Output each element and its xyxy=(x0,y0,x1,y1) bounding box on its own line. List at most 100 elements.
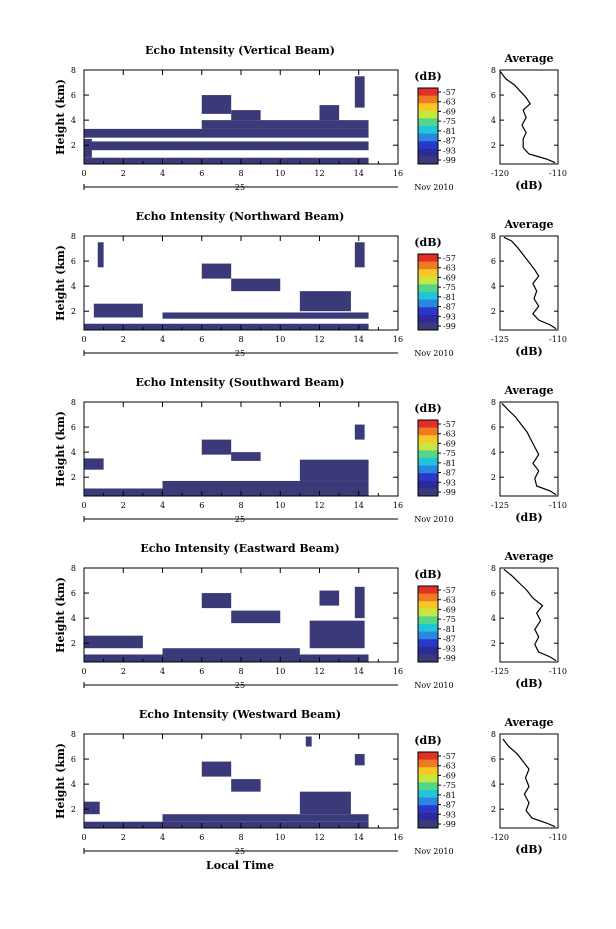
echo-cell xyxy=(299,791,351,815)
colorbar-segment xyxy=(418,276,438,285)
y-tick-label: 4 xyxy=(71,116,76,125)
x-tick-label: 12 xyxy=(314,833,324,842)
colorbar-frame xyxy=(417,585,439,663)
y-tick-label: 6 xyxy=(71,423,76,432)
colorbar-tick-label: -57 xyxy=(443,420,456,429)
avg-y-tick-label: 6 xyxy=(491,755,496,764)
average-x-label: (dB) xyxy=(515,511,542,524)
colorbar-segment xyxy=(418,156,438,165)
colorbar-segment xyxy=(418,435,438,444)
colorbar-tick-label: -63 xyxy=(443,762,456,771)
avg-y-tick-label: 4 xyxy=(491,116,496,125)
avg-y-tick-label: 6 xyxy=(491,257,496,266)
colorbar-frame xyxy=(417,419,439,497)
colorbar-segment xyxy=(418,601,438,610)
colorbar-tick-label: -69 xyxy=(443,605,456,614)
y-tick-label: 8 xyxy=(71,564,76,573)
colorbar-tick-label: -75 xyxy=(443,781,456,790)
colorbar-segment xyxy=(418,752,438,761)
avg-y-tick-label: 8 xyxy=(491,730,496,739)
avg-y-tick-label: 4 xyxy=(491,614,496,623)
echo-cell xyxy=(93,303,143,318)
average-profile-line xyxy=(503,236,557,330)
y-tick-label: 6 xyxy=(71,589,76,598)
colorbar-segment xyxy=(418,427,438,436)
colorbar-tick-label: -93 xyxy=(443,810,456,819)
x-tick-label: 4 xyxy=(160,501,165,510)
x-tick-label: 4 xyxy=(160,169,165,178)
avg-x-tick-label: -125 xyxy=(491,667,509,676)
avg-y-tick-label: 8 xyxy=(491,232,496,241)
echo-cell xyxy=(84,654,369,662)
colorbar-tick-label: -93 xyxy=(443,312,456,321)
echo-cell xyxy=(97,242,104,268)
colorbar-segment xyxy=(418,812,438,821)
average-title: Average xyxy=(503,218,553,231)
y-tick-label: 8 xyxy=(71,232,76,241)
y-tick-label: 2 xyxy=(71,473,76,482)
average-title: Average xyxy=(503,52,553,65)
colorbar-tick-label: -75 xyxy=(443,449,456,458)
colorbar-segment xyxy=(418,292,438,301)
echo-cell xyxy=(231,452,261,461)
x-tick-label: 2 xyxy=(121,169,126,178)
colorbar-segment xyxy=(418,646,438,655)
y-tick-label: 8 xyxy=(71,398,76,407)
echo-cell xyxy=(162,312,369,319)
colorbar-tick-label: -93 xyxy=(443,146,456,155)
x-tick-label: 10 xyxy=(275,169,285,178)
echo-cell xyxy=(201,120,369,129)
colorbar-segment xyxy=(418,480,438,489)
x-tick-label: 2 xyxy=(121,335,126,344)
avg-x-tick-label: -110 xyxy=(549,501,567,510)
avg-x-tick-label: -110 xyxy=(549,667,567,676)
day-label: 25 xyxy=(235,681,245,690)
panel-5: Echo Intensity (Westward Beam) 0 2 4 6 8 10 12 1… xyxy=(54,708,567,872)
y-axis-label: Height (km) xyxy=(54,411,67,487)
y-axis-label: Height (km) xyxy=(54,245,67,321)
colorbar-tick-label: -63 xyxy=(443,98,456,107)
colorbar-segment xyxy=(418,586,438,595)
echo-cell xyxy=(309,620,365,649)
colorbar-tick-label: -57 xyxy=(443,88,456,97)
x-tick-label: 8 xyxy=(238,833,243,842)
colorbar-segment xyxy=(418,624,438,633)
colorbar-segment xyxy=(418,450,438,459)
colorbar-tick-label: -63 xyxy=(443,596,456,605)
colorbar-tick-label: -69 xyxy=(443,273,456,282)
colorbar-tick-label: -69 xyxy=(443,107,456,116)
y-tick-label: 2 xyxy=(71,639,76,648)
average-profile-line xyxy=(502,738,556,828)
day-label: 25 xyxy=(235,349,245,358)
avg-y-tick-label: 2 xyxy=(491,639,496,648)
x-tick-label: 14 xyxy=(354,833,364,842)
echo-cell xyxy=(84,635,143,649)
x-tick-label: 8 xyxy=(238,501,243,510)
panel-title: Echo Intensity (Southward Beam) xyxy=(136,376,345,389)
echo-cell xyxy=(231,110,261,121)
colorbar-tick-label: -63 xyxy=(443,264,456,273)
echo-cell xyxy=(162,480,369,489)
echo-cell xyxy=(354,586,365,619)
x-tick-label: 12 xyxy=(314,667,324,676)
echo-cell xyxy=(354,754,365,766)
x-tick-label: 14 xyxy=(354,335,364,344)
y-tick-label: 4 xyxy=(71,282,76,291)
colorbar-segment xyxy=(418,767,438,776)
colorbar-tick-label: -57 xyxy=(443,586,456,595)
colorbar-segment xyxy=(418,797,438,806)
colorbar-segment xyxy=(418,654,438,663)
colorbar-segment xyxy=(418,608,438,617)
x-axis-label: Local Time xyxy=(206,859,274,872)
echo-cell xyxy=(319,105,340,121)
avg-y-tick-label: 2 xyxy=(491,141,496,150)
echo-cell xyxy=(231,610,281,624)
x-tick-label: 16 xyxy=(393,501,403,510)
colorbar-tick-label: -75 xyxy=(443,615,456,624)
x-tick-label: 0 xyxy=(81,501,86,510)
x-tick-label: 16 xyxy=(393,833,403,842)
colorbar-segment xyxy=(418,782,438,791)
echo-cell xyxy=(84,821,369,828)
x-tick-label: 0 xyxy=(81,667,86,676)
average-x-label: (dB) xyxy=(515,843,542,856)
